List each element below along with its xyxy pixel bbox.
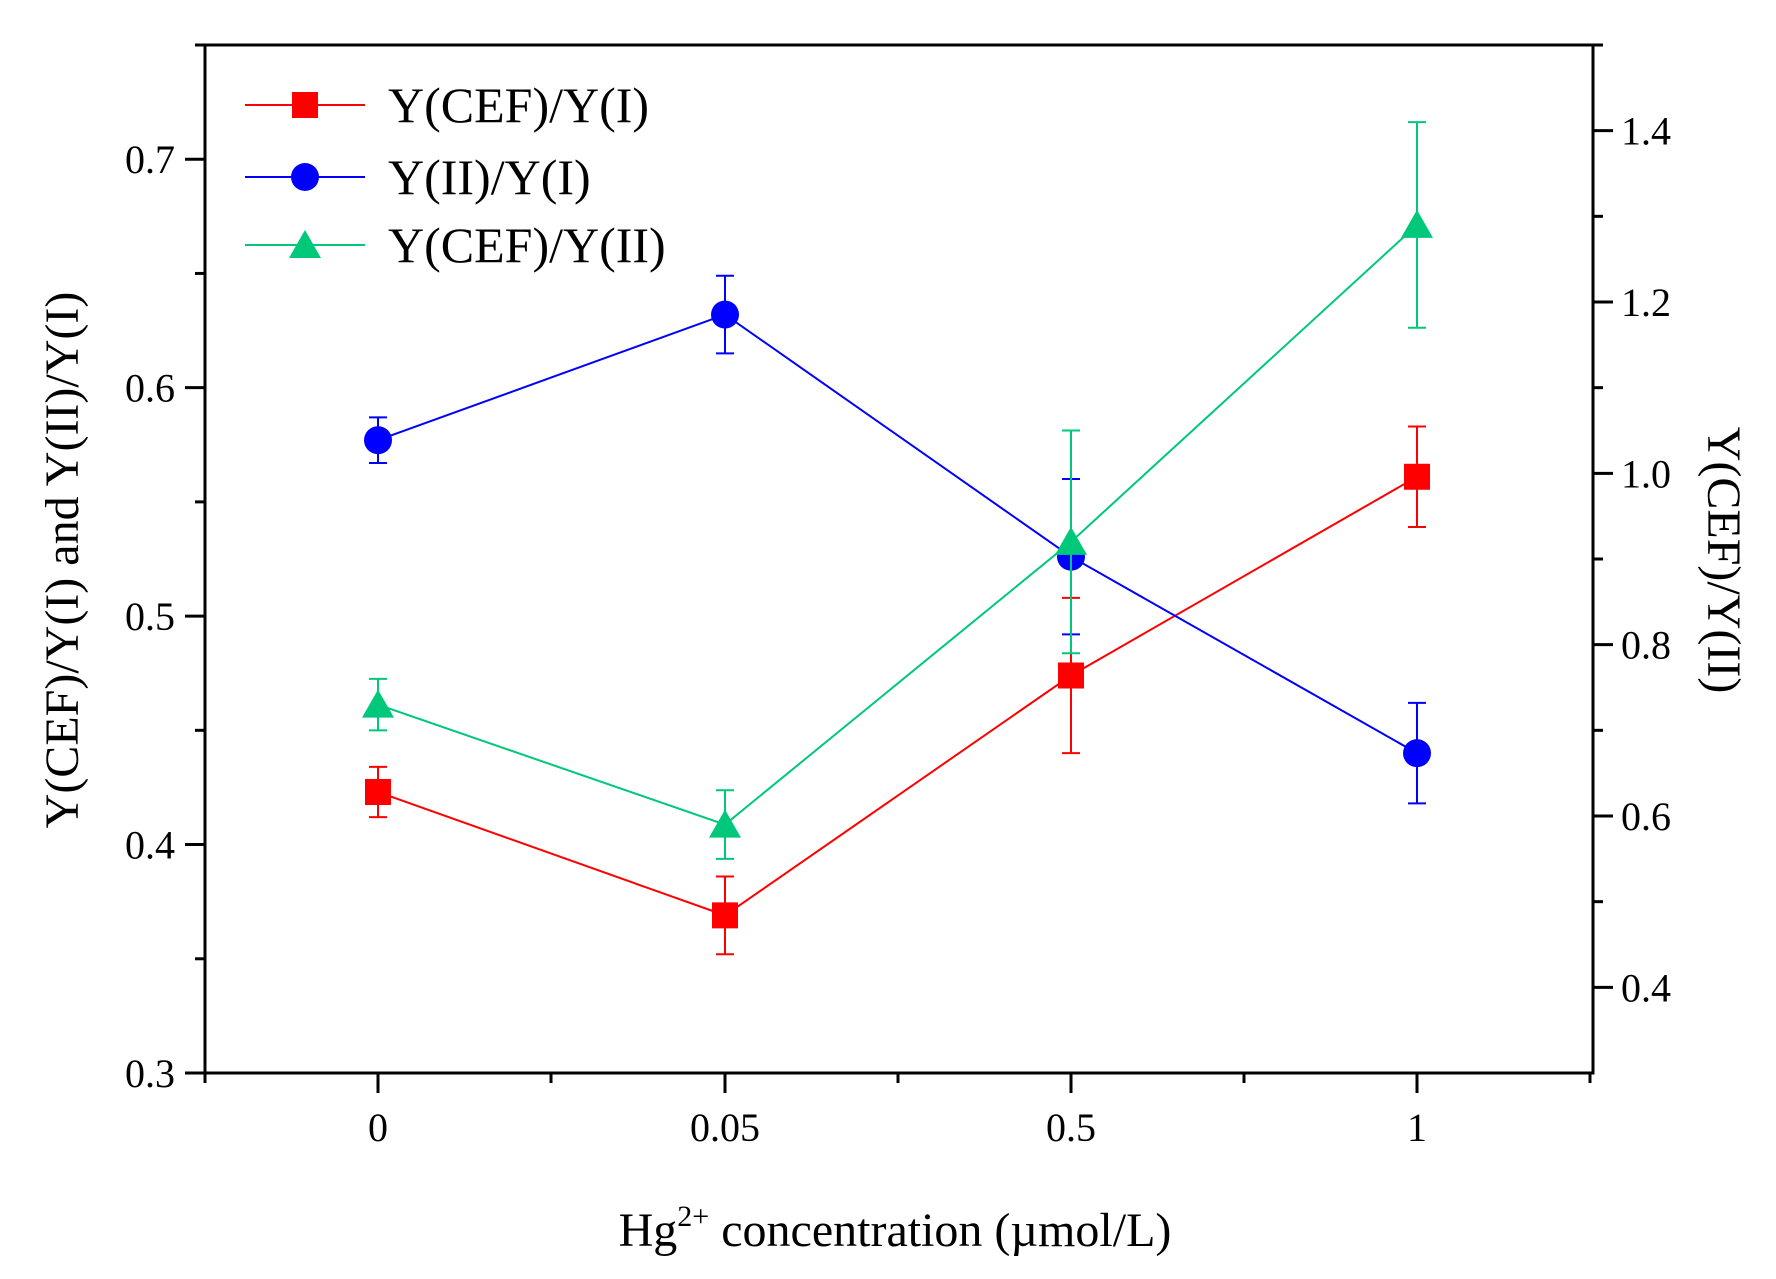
y-axis-left-title: Y(CEF)/Y(I) and Y(II)/Y(I) bbox=[36, 292, 89, 829]
data-point bbox=[1404, 463, 1430, 490]
legend-item-0: Y(CEF)/Y(I) bbox=[245, 77, 649, 133]
series-1 bbox=[364, 274, 1431, 805]
data-point bbox=[1058, 662, 1084, 689]
data-point bbox=[712, 902, 738, 929]
y-right-tick-label: 0.4 bbox=[1621, 965, 1671, 1010]
x-axis-title-sup: 2+ bbox=[677, 1200, 709, 1233]
y-left-tick-label: 0.6 bbox=[125, 366, 175, 411]
data-point bbox=[362, 689, 394, 718]
legend-item-1: Y(II)/Y(I) bbox=[245, 149, 591, 205]
legend-label: Y(II)/Y(I) bbox=[388, 149, 591, 205]
x-tick-label: 0.5 bbox=[1046, 1105, 1096, 1150]
x-axis-title-rest: concentration (µmol/L) bbox=[709, 1204, 1171, 1257]
legend-label: Y(CEF)/Y(I) bbox=[388, 77, 649, 133]
y-left-tick-label: 0.3 bbox=[125, 1051, 175, 1096]
x-axis-title: Hg2+ concentration (µmol/L) bbox=[619, 1200, 1172, 1257]
series-layer bbox=[362, 121, 1433, 956]
x-tick-label: 0.05 bbox=[690, 1105, 760, 1150]
y-right-tick-label: 1.2 bbox=[1621, 280, 1671, 325]
data-point bbox=[711, 300, 739, 329]
data-point bbox=[1055, 526, 1087, 555]
data-point bbox=[709, 809, 741, 838]
y-right-tick-label: 0.8 bbox=[1621, 623, 1671, 668]
y-right-tick-label: 1.4 bbox=[1621, 109, 1671, 154]
series-line bbox=[377, 475, 1418, 917]
legend-item-2: Y(CEF)/Y(II) bbox=[245, 217, 666, 273]
data-point bbox=[1403, 739, 1431, 768]
data-point bbox=[365, 779, 391, 806]
y-right-tick-label: 0.6 bbox=[1621, 794, 1671, 839]
data-point bbox=[1401, 209, 1433, 238]
legend-label: Y(CEF)/Y(II) bbox=[388, 217, 666, 273]
series-line bbox=[377, 313, 1418, 755]
y-axis-right: 0.4 0.6 0.8 1.0 1.2 1.4 bbox=[1593, 43, 1671, 1010]
legend: Y(CEF)/Y(I) Y(II)/Y(I) Y(CEF)/Y(II) bbox=[245, 77, 666, 273]
legend-marker bbox=[292, 92, 318, 118]
x-axis: 0 0.05 0.5 1 bbox=[203, 1073, 1592, 1150]
data-point bbox=[364, 426, 392, 455]
y-left-tick-label: 0.7 bbox=[125, 137, 175, 182]
legend-marker bbox=[289, 230, 321, 258]
series-line bbox=[377, 224, 1418, 826]
y-axis-right-title: Y(CEF)/Y(II) bbox=[1697, 427, 1750, 694]
x-tick-label: 0 bbox=[368, 1105, 388, 1150]
x-tick-label: 1 bbox=[1407, 1105, 1427, 1150]
y-left-tick-label: 0.5 bbox=[125, 594, 175, 639]
y-right-tick-label: 1.0 bbox=[1621, 451, 1671, 496]
legend-marker bbox=[291, 163, 319, 191]
y-axis-left: 0.3 0.4 0.5 0.6 0.7 bbox=[125, 43, 205, 1096]
y-left-tick-label: 0.4 bbox=[125, 823, 175, 868]
series-2 bbox=[362, 121, 1433, 860]
series-0 bbox=[365, 425, 1430, 956]
x-axis-title-base: Hg bbox=[619, 1204, 678, 1257]
